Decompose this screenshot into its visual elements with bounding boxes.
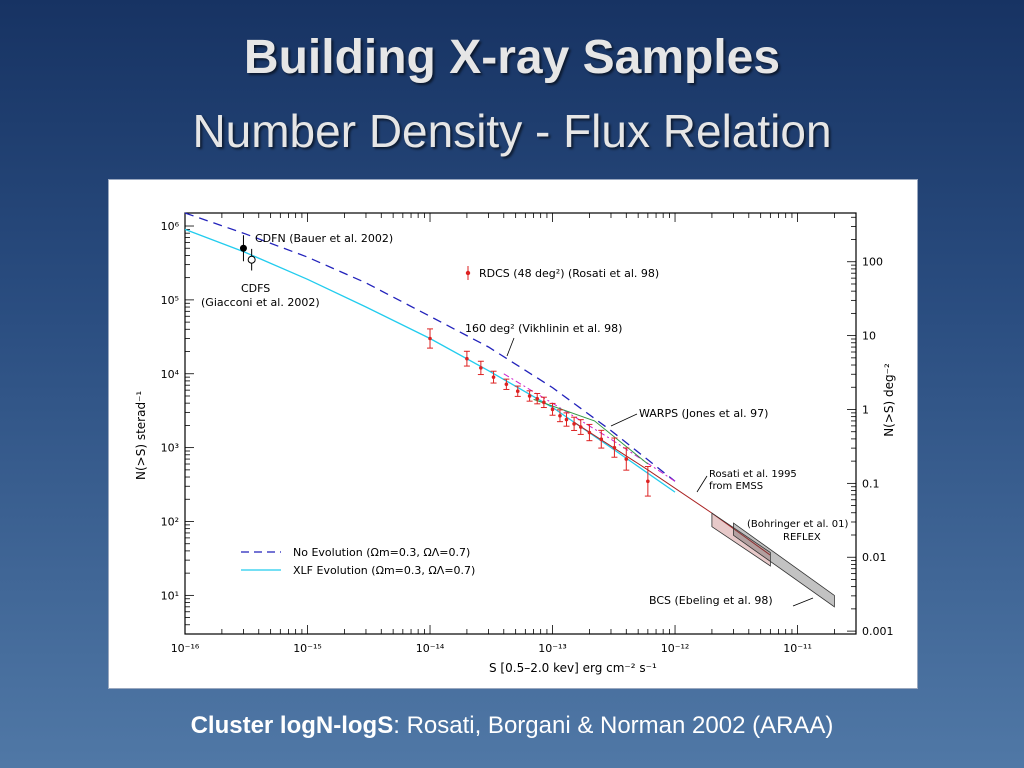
rdcs-point [550, 407, 555, 412]
annotation-cdfs: CDFS [241, 282, 270, 295]
rdcs-point [612, 445, 617, 450]
x-tick-label: 10⁻¹¹ [783, 642, 812, 655]
rdcs-point [624, 457, 629, 461]
annotation-vikhlinin: 160 deg² (Vikhlinin et al. 98) [465, 322, 622, 335]
rdcs-point [535, 396, 540, 401]
pointer-vikhlinin [506, 337, 515, 357]
rdcs-point [515, 389, 520, 394]
annotation-rdcs: RDCS (48 deg²) (Rosati et al. 98) [479, 267, 659, 280]
rdcs-point [428, 336, 432, 341]
y-tick-label: 10¹ [161, 589, 179, 602]
curve-warps [533, 398, 649, 465]
y-right-tick-label: 100 [862, 256, 883, 269]
chart-panel: 10⁻¹⁶ 10⁻¹⁵ 10⁻¹⁴ 10⁻¹³ 10⁻¹² 10⁻¹¹ 10¹ 10² 10³ 1… [108, 179, 918, 689]
rdcs-point [465, 356, 469, 361]
rdcs-point [558, 413, 562, 418]
rdcs-point [542, 400, 546, 405]
y-axis-label: N(>S) sterad⁻¹ [134, 391, 148, 480]
pointer-bcs [792, 597, 814, 607]
plot-frame [184, 212, 857, 635]
rdcs-point [599, 437, 604, 442]
rdcs-point [578, 425, 583, 429]
slide-title: Building X-ray Samples [243, 31, 781, 84]
rdcs-point [491, 375, 496, 379]
rdcs-point [646, 479, 650, 484]
annotation-bohringer: (Bohringer et al. 01) [747, 519, 848, 530]
y-tick-label: 10⁶ [161, 220, 180, 233]
rdcs-point [572, 422, 576, 426]
y-tick-label: 10² [161, 516, 179, 529]
curve-no-evolution [184, 212, 676, 482]
annotation-warps: WARPS (Jones et al. 97) [639, 407, 768, 420]
x-tick-label: 10⁻¹² [661, 642, 690, 655]
x-tick-label: 10⁻¹⁵ [293, 642, 322, 655]
annotation-rosati95-a: Rosati et al. 1995 [709, 469, 797, 480]
pointer-warps [610, 413, 638, 427]
legend-label-xlf-evolution: XLF Evolution (Ωm=0.3, ΩΛ=0.7) [293, 564, 475, 577]
annotation-reflex: REFLEX [783, 532, 821, 543]
slide-caption: Cluster logN-logS: Rosati, Borgani & Nor… [0, 712, 1024, 740]
y-right-axis-label: N(>S) deg⁻² [882, 363, 896, 437]
cdfs-point [247, 255, 256, 264]
x-axis-label: S [0.5–2.0 kev] erg cm⁻² s⁻¹ [489, 661, 657, 675]
caption-bold: Cluster logN-logS [190, 712, 394, 739]
y-tick-label: 10⁵ [161, 294, 179, 307]
legend-label-no-evolution: No Evolution (Ωm=0.3, ΩΛ=0.7) [293, 546, 470, 559]
y-right-tick-label: 10 [862, 330, 876, 343]
annotation-bcs: BCS (Ebeling et al. 98) [649, 594, 773, 607]
y-tick-label: 10³ [161, 442, 179, 455]
rdcs-point [479, 366, 483, 370]
y-right-tick-label: 0.001 [862, 625, 894, 638]
x-tick-label: 10⁻¹⁶ [171, 642, 200, 655]
caption-rest: : Rosati, Borgani & Norman 2002 (ARAA) [393, 712, 834, 739]
curve-emss [573, 421, 771, 556]
rdcs-point [504, 382, 509, 387]
pointer-rosati95 [696, 475, 708, 493]
annotation-rosati95-b: from EMSS [709, 481, 763, 492]
rdcs-point [527, 394, 532, 398]
y-right-tick-label: 0.01 [862, 551, 887, 564]
slide-subtitle: Number Density - Flux Relation [192, 105, 832, 157]
y-tick-label: 10⁴ [161, 368, 180, 381]
logn-logs-chart: 10⁻¹⁶ 10⁻¹⁵ 10⁻¹⁴ 10⁻¹³ 10⁻¹² 10⁻¹¹ 10¹ 10² 10³ 1… [134, 212, 896, 675]
x-tick-label: 10⁻¹³ [538, 642, 567, 655]
rdcs-point [564, 417, 569, 422]
y-right-tick-label: 1 [862, 403, 869, 416]
annotation-cdfn: CDFN (Bauer et al. 2002) [255, 232, 393, 245]
annotation-cdfs-ref: (Giacconi et al. 2002) [201, 296, 320, 309]
x-tick-label: 10⁻¹⁴ [416, 642, 445, 655]
rdcs-point [587, 430, 592, 435]
y-right-tick-label: 0.1 [862, 477, 880, 490]
legend-rdcs-marker [465, 270, 471, 276]
band-reflex [733, 522, 835, 608]
band-bcs [711, 512, 771, 567]
cdfn-point [239, 244, 247, 252]
